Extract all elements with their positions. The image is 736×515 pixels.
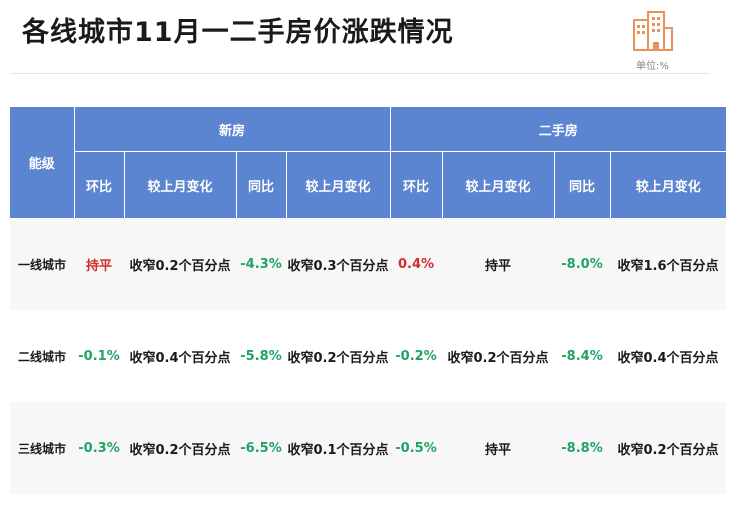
- table-cell: 收窄0.2个百分点: [610, 402, 727, 494]
- city-name: 三线城市: [10, 402, 74, 494]
- table-cell: 收窄0.1个百分点: [286, 402, 391, 494]
- city-name: 一线城市: [10, 218, 74, 310]
- subheader-new-yoy-change: 较上月变化: [285, 151, 391, 218]
- table-cell: 持平: [442, 218, 555, 310]
- header-level: 能级: [10, 107, 74, 218]
- table-cell: -6.5%: [236, 402, 286, 494]
- table-cell: 持平: [442, 402, 555, 494]
- table-cell: -0.2%: [390, 310, 443, 402]
- subheader-resale-mom-change: 较上月变化: [441, 151, 555, 218]
- table-cell: -4.3%: [236, 218, 286, 310]
- table-cell: -0.5%: [390, 402, 443, 494]
- table-row: 三线城市 -0.3% 收窄0.2个百分点 -6.5% 收窄0.1个百分点 -0.…: [10, 402, 727, 494]
- table-cell: -0.1%: [74, 310, 124, 402]
- table-cell: -0.3%: [74, 402, 124, 494]
- subheader-resale-mom: 环比: [389, 151, 443, 218]
- unit-label: 单位:%: [636, 61, 669, 72]
- table-cell: 收窄0.2个百分点: [286, 310, 391, 402]
- price-change-table: 能级 新房 二手房 环比 较上月变化 同比 较上月变化 环比 较上月变化 同比 …: [10, 107, 727, 494]
- table-row: 一线城市 持平 收窄0.2个百分点 -4.3% 收窄0.3个百分点 0.4% 持…: [10, 218, 727, 310]
- table-cell: -8.0%: [554, 218, 611, 310]
- table-cell: 收窄1.6个百分点: [610, 218, 727, 310]
- header-resale-house: 二手房: [389, 107, 727, 152]
- header-new-house: 新房: [73, 107, 391, 152]
- table-row: 二线城市 -0.1% 收窄0.4个百分点 -5.8% 收窄0.2个百分点 -0.…: [10, 310, 727, 402]
- table-cell: 持平: [74, 218, 124, 310]
- table-cell: -8.4%: [554, 310, 611, 402]
- table-cell: 收窄0.2个百分点: [442, 310, 555, 402]
- title-divider: [10, 73, 710, 74]
- table-cell: 收窄0.2个百分点: [124, 402, 236, 494]
- building-icon: [633, 11, 673, 51]
- table-cell: -5.8%: [236, 310, 286, 402]
- subheader-new-yoy: 同比: [235, 151, 286, 218]
- table-cell: 收窄0.4个百分点: [124, 310, 236, 402]
- city-name: 二线城市: [10, 310, 74, 402]
- table-cell: 收窄0.3个百分点: [286, 218, 391, 310]
- page-title: 各线城市11月一二手房价涨跌情况: [22, 17, 454, 48]
- subheader-resale-yoy: 同比: [553, 151, 611, 218]
- table-cell: 0.4%: [390, 218, 443, 310]
- subheader-new-mom: 环比: [73, 151, 124, 218]
- subheader-new-mom-change: 较上月变化: [123, 151, 236, 218]
- table-cell: 收窄0.2个百分点: [124, 218, 236, 310]
- table-cell: -8.8%: [554, 402, 611, 494]
- subheader-resale-yoy-change: 较上月变化: [609, 151, 727, 218]
- table-cell: 收窄0.4个百分点: [610, 310, 727, 402]
